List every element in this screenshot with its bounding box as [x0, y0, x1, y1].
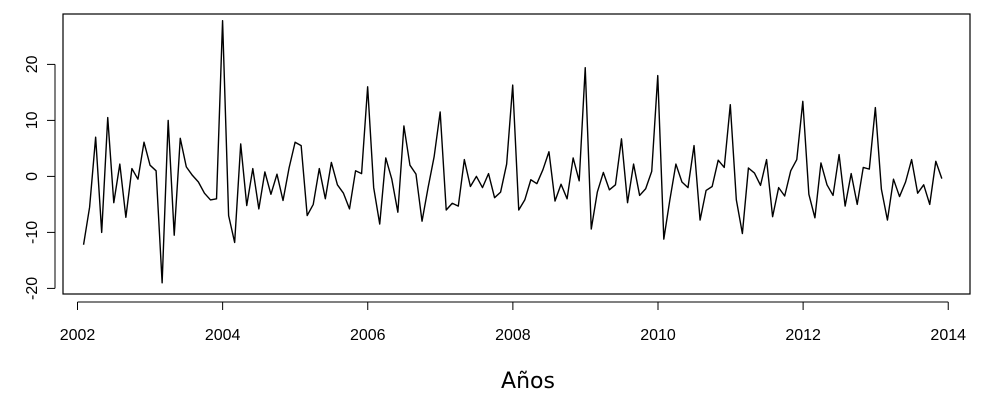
x-tick-label: 2004 — [205, 327, 241, 344]
x-tick-label: 2008 — [495, 327, 531, 344]
y-axis: -20 -10 0 10 20 — [24, 55, 56, 300]
x-tick-label: 2002 — [60, 327, 96, 344]
series-group — [82, 20, 943, 284]
y-tick-label: 10 — [24, 111, 41, 129]
plot-frame — [62, 13, 971, 295]
x-tick-label: 2006 — [350, 327, 386, 344]
y-tick-label: -10 — [24, 221, 41, 244]
x-tick-label: 2014 — [930, 327, 966, 344]
y-tick-label: 0 — [24, 172, 41, 181]
x-tick-label: 2010 — [640, 327, 676, 344]
x-axis: 2002 2004 2006 2008 2010 2012 2014 — [60, 301, 966, 344]
x-tick-label: 2012 — [785, 327, 821, 344]
y-tick-label: 20 — [24, 55, 41, 73]
x-axis-title: Años — [501, 369, 555, 394]
series-line-0 — [82, 20, 943, 284]
y-tick-label: -20 — [24, 277, 41, 300]
